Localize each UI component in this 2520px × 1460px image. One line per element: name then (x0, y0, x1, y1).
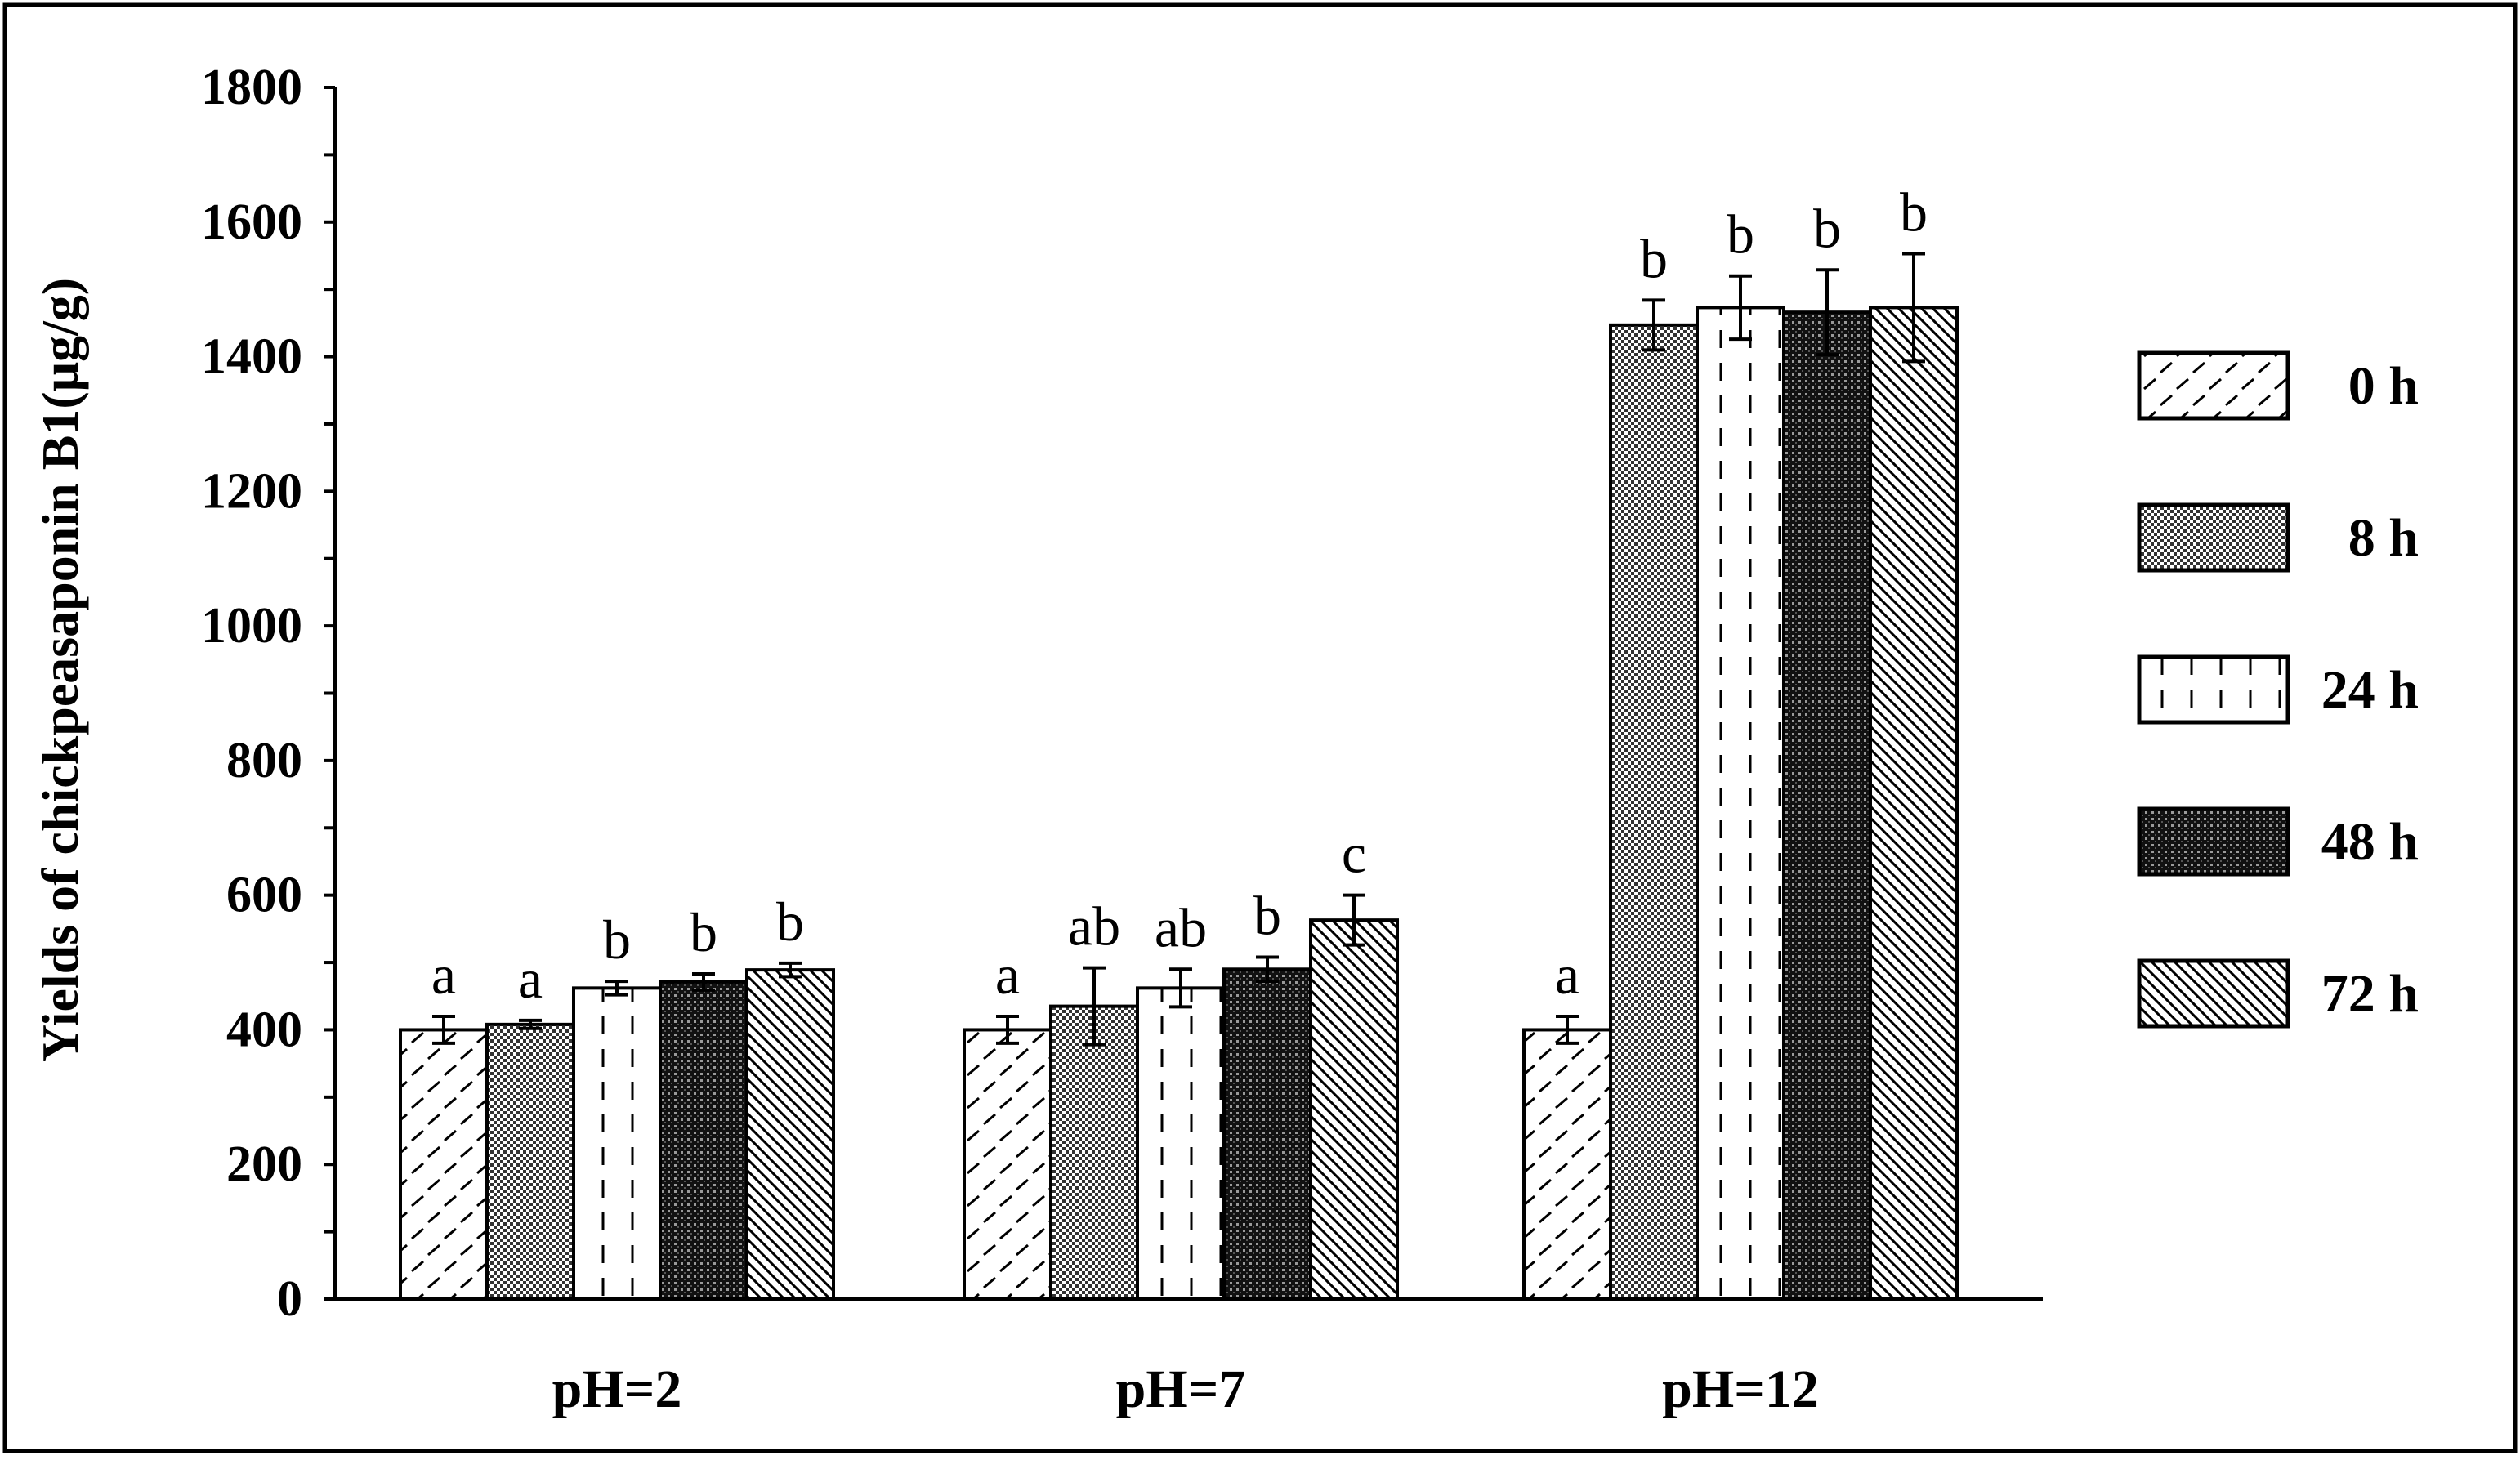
significance-label: c (1342, 823, 1366, 885)
y-tick-label: 800 (226, 733, 302, 788)
bars-layer (399, 306, 1959, 1301)
legend-swatch (2137, 350, 2290, 421)
significance-label: a (1555, 944, 1579, 1006)
y-axis-title: Yields of chickpeasaponin B1(μg/g) (31, 278, 89, 1062)
significance-label: b (1253, 884, 1281, 946)
bar-24h-pH12 (1696, 306, 1785, 1301)
bar-72h-pH12 (1869, 306, 1959, 1301)
legend-swatch (2137, 654, 2290, 725)
bar-24h-pH7 (1136, 986, 1226, 1301)
legend-label: 72 h (2321, 964, 2419, 1024)
legend-item: 0 h (2137, 350, 2419, 421)
legend-item: 24 h (2137, 654, 2419, 725)
legend-item: 48 h (2137, 806, 2419, 877)
error-bar (1642, 298, 1665, 352)
legend: 0 h 8 h 24 h 48 h 72 h (2137, 350, 2419, 1029)
y-tick-label: 600 (226, 868, 302, 923)
significance-label: b (1727, 203, 1754, 266)
error-bar (605, 980, 628, 997)
error-bar (996, 1014, 1019, 1045)
y-tick-label: 1200 (201, 463, 302, 519)
bar-24h-pH2 (572, 986, 662, 1301)
significance-label: a (431, 944, 456, 1006)
significance-label: b (776, 891, 804, 953)
x-category-label: pH=12 (1662, 1360, 1819, 1419)
significance-label: b (603, 909, 631, 971)
y-tick-label: 1600 (201, 194, 302, 250)
error-bar (1556, 1014, 1579, 1045)
bar-48h-pH7 (1222, 967, 1312, 1301)
x-category-label: pH=2 (552, 1360, 682, 1419)
bar-72h-pH7 (1309, 918, 1399, 1301)
bar-8h-pH2 (485, 1022, 575, 1301)
error-bar (1083, 966, 1106, 1047)
bar-8h-pH7 (1049, 1004, 1139, 1301)
significance-label: ab (1155, 896, 1207, 958)
significance-label: a (518, 948, 543, 1010)
bar-48h-pH2 (659, 980, 748, 1301)
x-category-label: pH=7 (1116, 1360, 1246, 1419)
significance-label: a (995, 944, 1020, 1006)
legend-swatch (2137, 806, 2290, 877)
y-tick-label: 400 (226, 1002, 302, 1057)
error-bar (1902, 252, 1925, 364)
legend-label: 8 h (2348, 508, 2419, 568)
y-tick-label: 1400 (201, 329, 302, 385)
legend-item: 8 h (2137, 502, 2419, 573)
legend-item: 72 h (2137, 958, 2419, 1029)
error-bar (1169, 967, 1192, 1009)
bar-0h-pH2 (399, 1028, 489, 1301)
error-bar (519, 1018, 542, 1030)
legend-label: 48 h (2321, 812, 2419, 872)
bar-0h-pH12 (1522, 1028, 1612, 1301)
significance-label: ab (1068, 895, 1120, 958)
error-bar (432, 1014, 455, 1045)
error-bar (692, 972, 715, 992)
legend-swatch (2137, 958, 2290, 1029)
error-bar (1256, 955, 1279, 984)
bar-72h-pH2 (745, 968, 835, 1301)
y-tick-label: 0 (277, 1271, 302, 1327)
y-tick-label: 1800 (201, 60, 302, 115)
significance-label: b (1900, 181, 1928, 243)
error-bar (1729, 274, 1752, 342)
legend-label: 0 h (2348, 356, 2419, 416)
y-tick-label: 200 (226, 1136, 302, 1192)
legend-label: 24 h (2321, 660, 2419, 720)
significance-label: b (1813, 197, 1841, 259)
significance-label: b (1640, 227, 1668, 289)
error-bar (1343, 893, 1365, 947)
bar-8h-pH12 (1609, 323, 1699, 1301)
error-bar (1816, 268, 1839, 357)
significance-label: b (690, 901, 717, 963)
error-bar (779, 961, 802, 979)
y-tick-label: 1000 (201, 598, 302, 654)
bar-48h-pH12 (1782, 310, 1872, 1301)
error-bars-layer (432, 252, 1925, 1047)
bar-0h-pH7 (963, 1028, 1052, 1301)
legend-swatch (2137, 502, 2290, 573)
